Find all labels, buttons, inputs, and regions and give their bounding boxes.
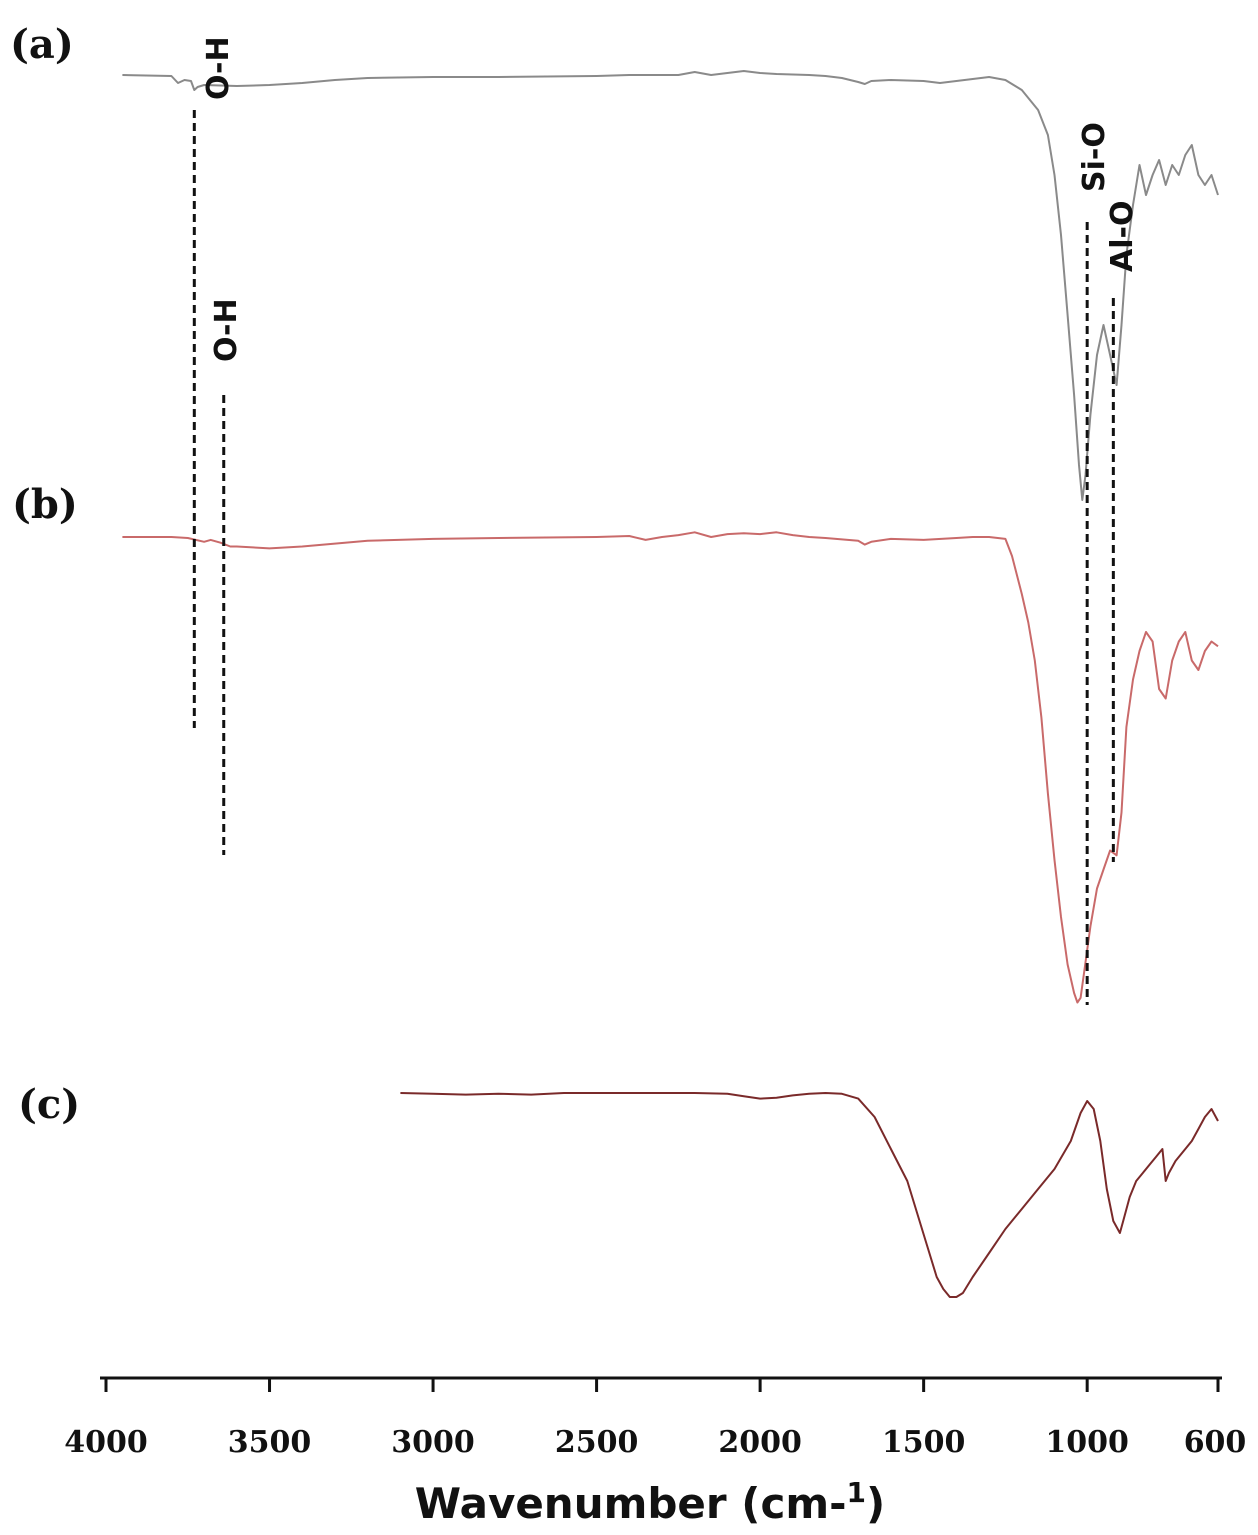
panel-label-c: (c) [18, 1081, 80, 1128]
spectrum-line-b [122, 531, 1219, 1004]
x-tick-label: 4000 [64, 1425, 148, 1460]
panel-label-a: (a) [10, 21, 74, 68]
x-tick-label: 3500 [228, 1425, 312, 1460]
peak-label-si-o: Si-O [1077, 122, 1112, 192]
peak-label-al-o: Al-O [1105, 201, 1140, 272]
spectrum-line-a [122, 70, 1219, 501]
panel-label-b: (b) [12, 481, 78, 528]
peak-label-oh-1: O-H [201, 36, 236, 100]
peak-label-oh-2: O-H [209, 298, 244, 362]
spectrum-line-c [400, 1092, 1219, 1298]
x-tick-label: 600 [1184, 1425, 1247, 1460]
x-tick-label: 1000 [1045, 1425, 1129, 1460]
x-tick-label: 2500 [555, 1425, 639, 1460]
x-tick-label: 1500 [882, 1425, 966, 1460]
x-axis-title: Wavenumber (cm-1) [415, 1476, 885, 1528]
x-tick-label: 2000 [718, 1425, 802, 1460]
x-tick-label: 3000 [391, 1425, 475, 1460]
x-axis-ticks: 4000 3500 3000 2500 2000 1500 1000 600 [64, 1378, 1246, 1460]
